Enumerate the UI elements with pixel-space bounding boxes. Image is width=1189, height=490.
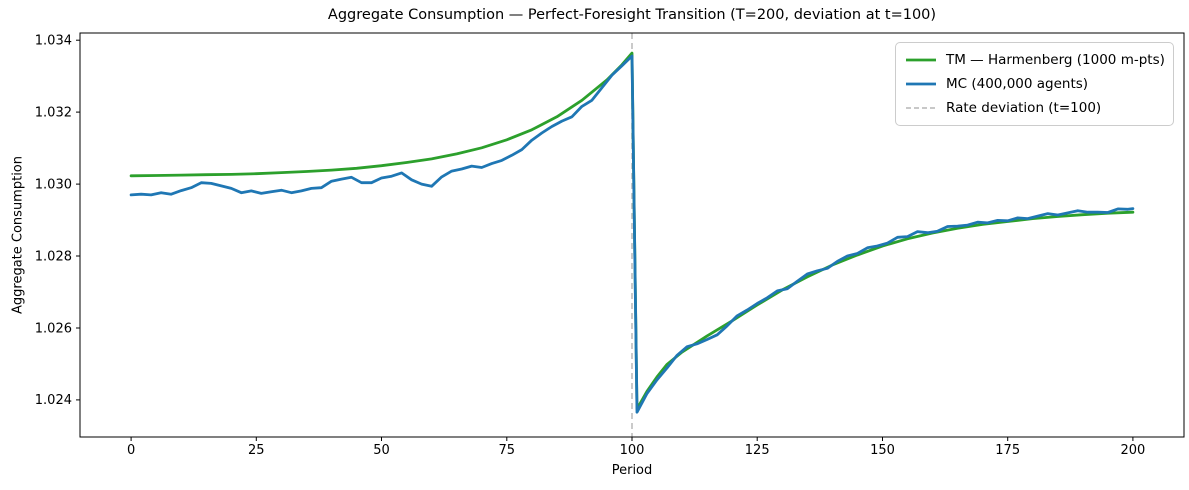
- tm-line-swatch: [906, 58, 936, 62]
- y-axis-label: Aggregate Consumption: [10, 156, 26, 314]
- y-tick-label: 1.032: [35, 105, 72, 120]
- legend: TM — Harmenberg (1000 m-pts) MC (400,000…: [895, 42, 1174, 126]
- mc-line-swatch: [906, 82, 936, 86]
- x-axis-label: Period: [611, 463, 653, 478]
- rate-deviation-dash-swatch: [906, 107, 936, 109]
- legend-item-mc: MC (400,000 agents): [905, 74, 1165, 94]
- legend-label-tm: TM — Harmenberg (1000 m-pts): [946, 52, 1165, 68]
- series-line-mc-agents: [129, 54, 1135, 414]
- y-tick-label: 1.026: [35, 321, 72, 336]
- x-tick-label: 75: [499, 443, 516, 458]
- legend-item-tm: TM — Harmenberg (1000 m-pts): [905, 50, 1165, 70]
- y-tick-label: 1.034: [35, 33, 72, 48]
- x-tick-label: 150: [870, 443, 895, 458]
- chart-title: Aggregate Consumption — Perfect-Foresigh…: [327, 7, 937, 23]
- x-tick-label: 125: [745, 443, 770, 458]
- legend-label-rate-deviation: Rate deviation (t=100): [946, 100, 1102, 116]
- x-tick-label: 50: [373, 443, 390, 458]
- x-tick-label: 25: [248, 443, 265, 458]
- y-tick-label: 1.024: [35, 393, 72, 408]
- y-tick-label: 1.028: [35, 249, 72, 264]
- x-tick-label: 200: [1120, 443, 1145, 458]
- x-tick-label: 100: [620, 443, 645, 458]
- x-tick-label: 0: [127, 443, 135, 458]
- y-tick-label: 1.030: [35, 177, 72, 192]
- legend-item-rate-deviation: Rate deviation (t=100): [905, 98, 1165, 118]
- legend-label-mc: MC (400,000 agents): [946, 76, 1089, 92]
- x-tick-label: 175: [995, 443, 1020, 458]
